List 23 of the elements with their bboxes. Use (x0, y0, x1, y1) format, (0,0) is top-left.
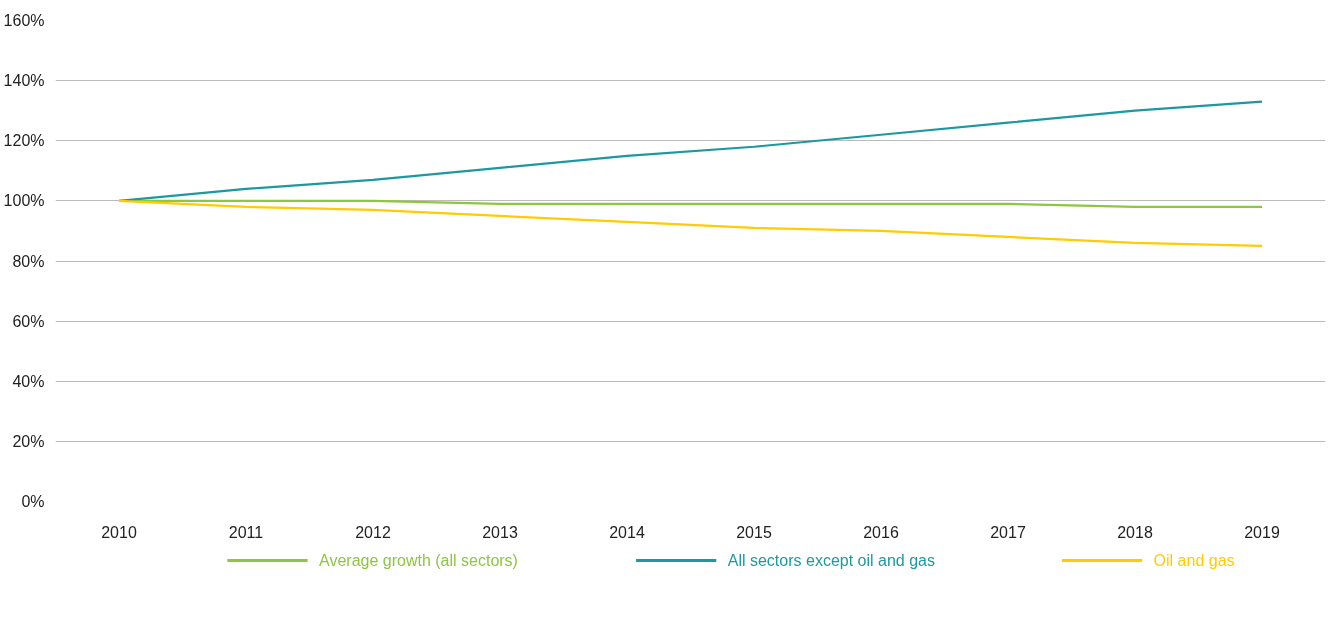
y-tick-label: 160% (3, 12, 45, 29)
y-tick-label: 40% (12, 372, 45, 390)
y-tick-label: 20% (12, 432, 45, 450)
y-tick-label: 80% (12, 252, 45, 270)
x-tick-label: 2013 (482, 523, 518, 541)
line-series (117, 199, 1264, 248)
text: Average growth (all sectors) (319, 552, 518, 569)
y-tick-label: 140% (3, 72, 45, 90)
x-tick-label: 2011 (228, 523, 264, 541)
y-tick-label: 0% (21, 493, 45, 510)
x-tick-label: 2019 (1244, 523, 1280, 541)
text: Oil and gas (1153, 552, 1235, 569)
y-tick-label: 120% (3, 132, 45, 150)
x-tick-label: 2018 (1117, 523, 1153, 541)
x-tick-label: 2017 (990, 523, 1026, 541)
text: All sectors except oil and gas (727, 552, 935, 569)
x-tick-label: 2015 (736, 523, 772, 541)
y-tick-label: 60% (12, 312, 45, 330)
x-tick-label: 2012 (355, 523, 391, 541)
x-tick-label: 2010 (101, 523, 137, 541)
y-tick-label: 100% (3, 192, 45, 210)
x-tick-label: 2014 (609, 523, 645, 541)
x-tick-label: 2016 (863, 523, 899, 541)
